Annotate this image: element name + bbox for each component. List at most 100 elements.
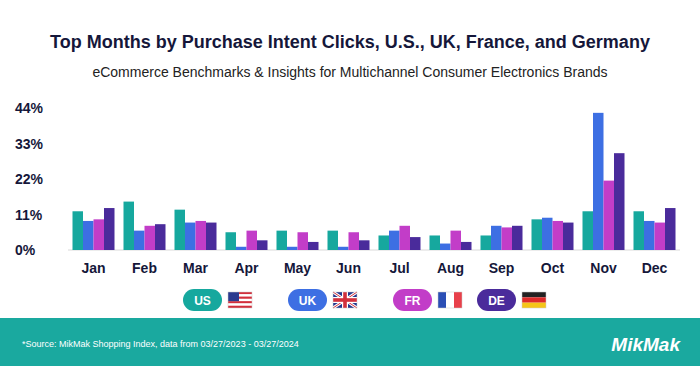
- flag-part: [522, 297, 546, 302]
- flag-part: [446, 292, 454, 308]
- bar: [389, 231, 400, 250]
- bar: [206, 223, 217, 250]
- bar: [226, 232, 237, 250]
- tick-mark: [65, 108, 68, 109]
- bar: [655, 223, 666, 250]
- flag-part: [228, 306, 252, 308]
- flag-part: [522, 303, 546, 308]
- title: Top Months by Purchase Intent Clicks, U.…: [50, 32, 650, 52]
- bar: [491, 226, 502, 250]
- bar: [298, 232, 309, 250]
- logo: MikMak: [611, 334, 681, 355]
- bar: [338, 247, 349, 250]
- flag-part: [522, 292, 546, 297]
- flag-part: [228, 303, 252, 305]
- bar: [451, 231, 462, 250]
- bar: [104, 208, 115, 250]
- flag-part: [333, 292, 357, 308]
- bar: [440, 244, 451, 250]
- tick-mark: [65, 143, 68, 144]
- chart: Top Months by Purchase Intent Clicks, U.…: [0, 0, 700, 366]
- y-tick-label: 11%: [15, 207, 43, 223]
- bar: [542, 218, 553, 250]
- bar: [553, 221, 564, 250]
- legend-swatch: [288, 289, 327, 311]
- bar: [430, 235, 441, 250]
- bar: [196, 221, 207, 250]
- tick-mark: [65, 179, 68, 180]
- bar: [175, 210, 186, 250]
- flag-part: [333, 292, 357, 308]
- flag-part: [333, 292, 357, 308]
- bar: [257, 240, 268, 250]
- x-tick-label: Oct: [541, 260, 565, 276]
- x-tick-label: Aug: [437, 260, 464, 276]
- bar: [124, 202, 135, 250]
- bar: [94, 219, 105, 250]
- bar: [410, 237, 421, 250]
- flag-border: [228, 292, 252, 308]
- x-tick-label: Dec: [642, 260, 668, 276]
- bar: [73, 211, 84, 250]
- legend: US UK FR DE: [183, 289, 546, 311]
- bar: [359, 240, 370, 250]
- flag-border: [522, 292, 546, 308]
- bar: [502, 227, 513, 250]
- bar: [583, 211, 594, 250]
- bar: [328, 231, 339, 250]
- bar: [155, 224, 166, 250]
- bar: [83, 221, 94, 250]
- y-tick-label: 44%: [15, 100, 44, 116]
- x-tick-label: Mar: [183, 260, 208, 276]
- x-tick-label: Jul: [389, 260, 409, 276]
- legend-swatch: [477, 289, 516, 311]
- bar: [634, 211, 645, 250]
- bar: [379, 235, 390, 250]
- flag-part: [438, 292, 446, 308]
- legend-label: FR: [405, 294, 421, 308]
- legend-label: UK: [299, 294, 317, 308]
- bar: [287, 247, 298, 250]
- legend-swatch: [183, 289, 222, 311]
- x-tick-label: May: [284, 260, 311, 276]
- bar: [247, 231, 258, 250]
- bar: [665, 208, 676, 250]
- legend-swatch: [393, 289, 432, 311]
- bar: [614, 153, 625, 250]
- bars: [73, 113, 676, 250]
- bar: [604, 181, 615, 250]
- flag-border: [333, 292, 357, 308]
- bar: [512, 226, 523, 250]
- subtitle: eCommerce Benchmarks & Insights for Mult…: [92, 64, 607, 80]
- x-tick-label: Nov: [590, 260, 617, 276]
- x-tick-label: Jan: [81, 260, 105, 276]
- tick-mark: [65, 214, 68, 215]
- x-tick-label: Sep: [489, 260, 515, 276]
- bar: [185, 223, 196, 250]
- y-tick-label: 22%: [15, 171, 44, 187]
- flag-part: [333, 298, 357, 302]
- bar: [563, 223, 574, 250]
- bar: [349, 232, 360, 250]
- legend-label: US: [194, 294, 211, 308]
- flag-part: [333, 292, 357, 308]
- bar: [593, 113, 604, 250]
- bar: [400, 226, 411, 250]
- flag-part: [454, 292, 462, 308]
- bar: [145, 226, 156, 250]
- legend-label: DE: [488, 294, 505, 308]
- flag-part: [228, 292, 239, 301]
- y-tick-label: 33%: [15, 136, 44, 152]
- bar: [236, 247, 247, 250]
- flag-part: [228, 301, 252, 303]
- bar: [481, 235, 492, 250]
- footer-band: [0, 318, 700, 366]
- bar: [134, 231, 145, 250]
- x-tick-label: Feb: [132, 260, 157, 276]
- background: [0, 0, 700, 366]
- bar: [308, 242, 319, 250]
- bar: [277, 231, 288, 250]
- bar: [644, 221, 655, 250]
- tick-mark: [65, 250, 68, 251]
- flag-part: [333, 292, 357, 308]
